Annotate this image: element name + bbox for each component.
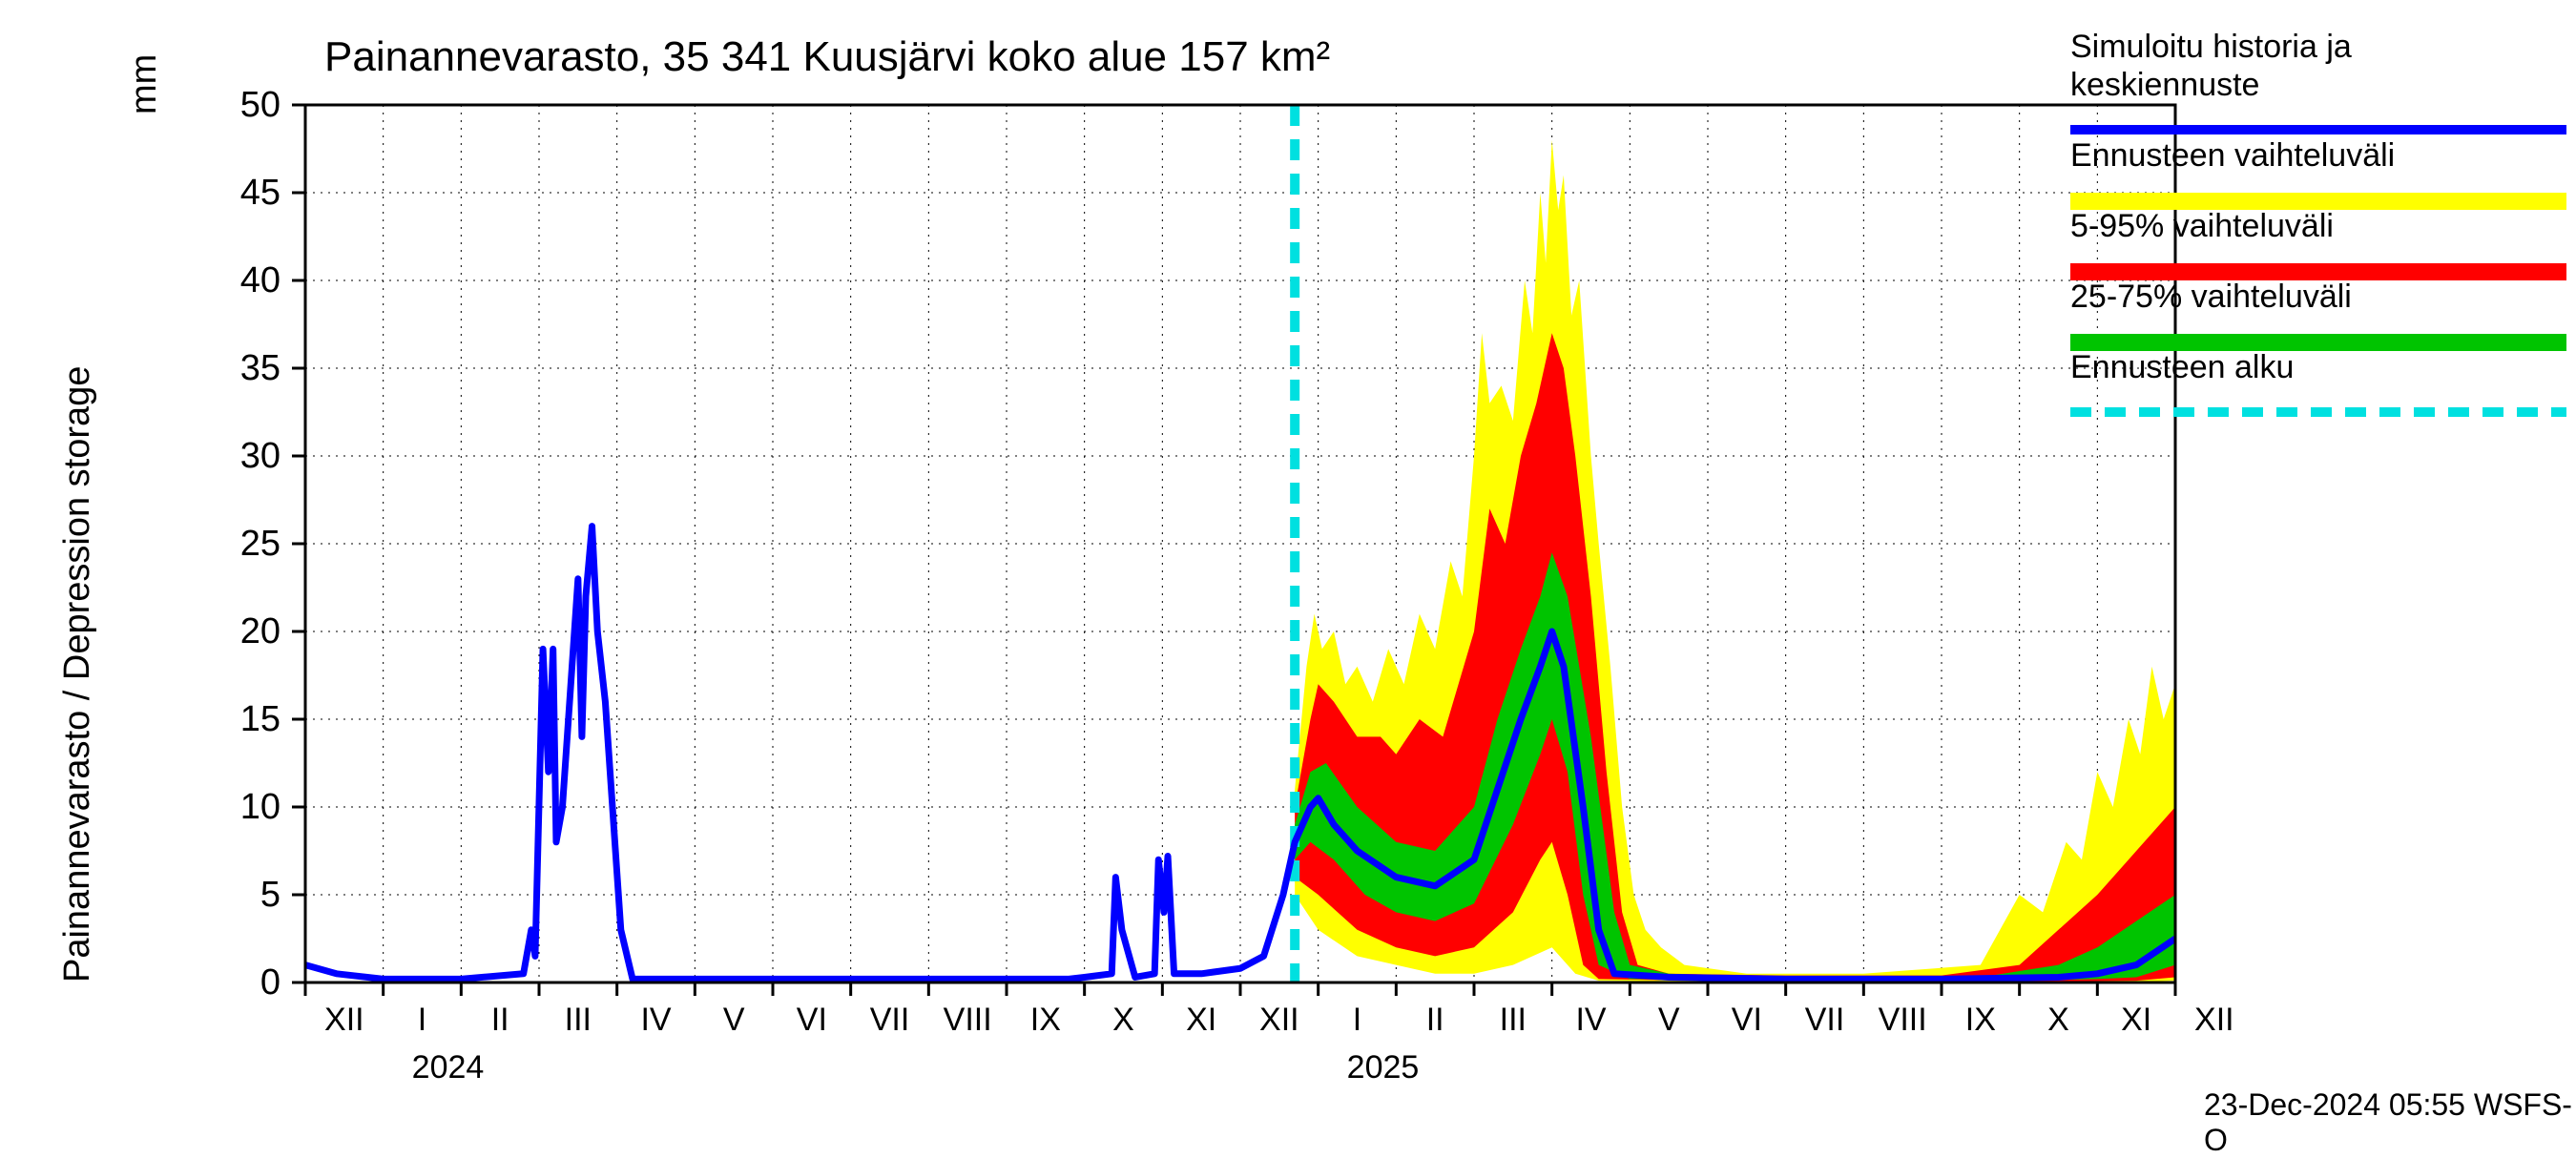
svg-text:V: V	[1658, 1002, 1680, 1038]
svg-text:0: 0	[260, 962, 280, 1003]
svg-text:20: 20	[240, 611, 280, 651]
svg-text:XII: XII	[2194, 1002, 2234, 1038]
svg-text:2025: 2025	[1347, 1049, 1420, 1086]
chart-footer: 23-Dec-2024 05:55 WSFS-O	[2204, 1087, 2576, 1158]
svg-text:IV: IV	[640, 1002, 671, 1038]
svg-text:Ennusteen vaihteluväli: Ennusteen vaihteluväli	[2070, 137, 2395, 174]
svg-text:Simuloitu historia ja: Simuloitu historia ja	[2070, 29, 2352, 65]
svg-text:Ennusteen alku: Ennusteen alku	[2070, 349, 2294, 385]
svg-text:XII: XII	[324, 1002, 364, 1038]
svg-text:VI: VI	[797, 1002, 827, 1038]
svg-text:II: II	[1426, 1002, 1444, 1038]
svg-text:5: 5	[260, 875, 280, 915]
svg-text:I: I	[418, 1002, 426, 1038]
svg-text:10: 10	[240, 787, 280, 827]
svg-text:VIII: VIII	[1879, 1002, 1927, 1038]
svg-text:XI: XI	[1186, 1002, 1216, 1038]
svg-text:50: 50	[240, 85, 280, 125]
svg-text:VII: VII	[1805, 1002, 1845, 1038]
svg-text:I: I	[1353, 1002, 1361, 1038]
svg-text:X: X	[1112, 1002, 1134, 1038]
chart-title: Painannevarasto, 35 341 Kuusjärvi koko a…	[324, 33, 1330, 81]
svg-text:X: X	[2047, 1002, 2069, 1038]
chart-plot: 05101520253035404550XIIIIIIIIIVVVIVIIVII…	[0, 0, 2576, 1145]
svg-text:IX: IX	[1965, 1002, 1996, 1038]
y-axis-unit: mm	[124, 54, 165, 114]
svg-text:II: II	[491, 1002, 509, 1038]
svg-text:III: III	[565, 1002, 592, 1038]
svg-text:keskiennuste: keskiennuste	[2070, 67, 2259, 103]
y-axis-label: Painannevarasto / Depression storage	[57, 366, 98, 982]
svg-text:VI: VI	[1732, 1002, 1762, 1038]
svg-text:VII: VII	[870, 1002, 910, 1038]
svg-text:45: 45	[240, 173, 280, 213]
svg-text:5-95% vaihteluväli: 5-95% vaihteluväli	[2070, 208, 2334, 244]
chart-container: Painannevarasto, 35 341 Kuusjärvi koko a…	[0, 0, 2576, 1145]
svg-text:III: III	[1500, 1002, 1527, 1038]
svg-text:30: 30	[240, 436, 280, 476]
svg-text:VIII: VIII	[944, 1002, 992, 1038]
svg-text:40: 40	[240, 260, 280, 300]
svg-text:25-75% vaihteluväli: 25-75% vaihteluväli	[2070, 279, 2352, 315]
svg-text:XII: XII	[1259, 1002, 1299, 1038]
svg-text:IX: IX	[1030, 1002, 1061, 1038]
svg-text:XI: XI	[2121, 1002, 2151, 1038]
svg-text:V: V	[723, 1002, 745, 1038]
svg-text:15: 15	[240, 699, 280, 739]
svg-text:2024: 2024	[412, 1049, 485, 1086]
svg-text:25: 25	[240, 524, 280, 564]
svg-text:35: 35	[240, 348, 280, 388]
svg-text:IV: IV	[1575, 1002, 1606, 1038]
